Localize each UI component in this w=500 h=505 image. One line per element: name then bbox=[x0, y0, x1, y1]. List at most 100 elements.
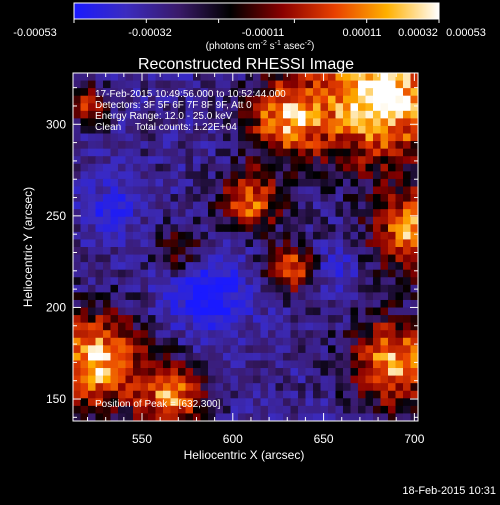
heatmap-cell bbox=[80, 413, 89, 421]
heatmap-cell bbox=[185, 224, 194, 233]
heatmap-cell bbox=[103, 330, 112, 339]
heatmap-cell bbox=[148, 73, 157, 82]
heatmap-cell bbox=[358, 269, 367, 278]
heatmap-cell bbox=[320, 398, 329, 407]
heatmap-cell bbox=[403, 262, 412, 271]
heatmap-cell bbox=[110, 247, 119, 256]
heatmap-cell bbox=[373, 398, 382, 407]
heatmap-cell bbox=[290, 231, 299, 241]
heatmap-cell bbox=[253, 269, 262, 278]
heatmap-cell bbox=[350, 405, 359, 415]
heatmap-cell bbox=[178, 375, 187, 384]
heatmap-cell bbox=[358, 284, 367, 293]
heatmap-cell bbox=[73, 73, 82, 82]
heatmap-cell bbox=[260, 178, 269, 188]
heatmap-cell bbox=[215, 178, 224, 188]
heatmap-cell bbox=[313, 95, 322, 104]
heatmap-cell bbox=[403, 307, 412, 316]
heatmap-cell bbox=[260, 103, 269, 112]
heatmap-cell bbox=[268, 103, 277, 112]
heatmap-cell bbox=[373, 133, 382, 142]
heatmap-cell bbox=[365, 73, 374, 82]
heatmap-cell bbox=[395, 201, 404, 210]
heatmap-cell bbox=[365, 337, 374, 346]
heatmap-cell bbox=[185, 337, 194, 346]
heatmap-cell bbox=[223, 186, 232, 195]
heatmap-cell bbox=[373, 345, 382, 354]
heatmap-cell bbox=[200, 254, 209, 263]
heatmap-cell bbox=[118, 398, 127, 407]
heatmap-cell bbox=[215, 405, 224, 415]
heatmap-cell bbox=[193, 269, 202, 278]
heatmap-cell bbox=[163, 307, 172, 316]
heatmap-cell bbox=[155, 247, 164, 256]
heatmap-cell bbox=[118, 95, 127, 104]
heatmap-cell bbox=[328, 375, 337, 384]
heatmap-cell bbox=[163, 171, 172, 180]
heatmap-cell bbox=[73, 330, 82, 339]
heatmap-cell bbox=[230, 171, 239, 180]
heatmap-cell bbox=[380, 330, 389, 339]
heatmap-cell bbox=[350, 231, 359, 241]
heatmap-cell bbox=[170, 345, 179, 354]
heatmap-cell bbox=[275, 209, 284, 218]
heatmap-cell bbox=[410, 254, 418, 263]
heatmap-cell bbox=[208, 103, 217, 112]
heatmap-cell bbox=[110, 330, 119, 339]
heatmap-cell bbox=[328, 269, 337, 278]
heatmap-cell bbox=[118, 292, 127, 301]
heatmap-cell bbox=[328, 360, 337, 369]
heatmap-cell bbox=[230, 216, 239, 225]
heatmap-cell bbox=[373, 352, 382, 362]
heatmap-cell bbox=[170, 247, 179, 256]
heatmap-cell bbox=[290, 156, 299, 165]
heatmap-cell bbox=[223, 201, 232, 210]
heatmap-cell bbox=[215, 398, 224, 407]
heatmap-cell bbox=[73, 299, 82, 309]
heatmap-cell bbox=[200, 156, 209, 165]
heatmap-cell bbox=[253, 322, 262, 331]
heatmap-cell bbox=[200, 375, 209, 384]
heatmap-cell bbox=[373, 209, 382, 218]
heatmap-cell bbox=[283, 345, 292, 354]
heatmap-cell bbox=[155, 163, 164, 172]
heatmap-cell bbox=[103, 110, 112, 119]
heatmap-cell bbox=[148, 284, 157, 293]
heatmap-cell bbox=[268, 171, 277, 180]
heatmap-cell bbox=[133, 398, 142, 407]
heatmap-cell bbox=[133, 163, 142, 172]
heatmap-cell bbox=[290, 118, 299, 127]
heatmap-cell bbox=[80, 352, 89, 362]
heatmap-cell bbox=[358, 398, 367, 407]
unit-part-3: -1 bbox=[275, 40, 281, 47]
heatmap-cell bbox=[155, 269, 164, 278]
heatmap-cell bbox=[193, 299, 202, 309]
heatmap-cell bbox=[328, 103, 337, 112]
heatmap-cell bbox=[155, 390, 164, 399]
heatmap-cell bbox=[290, 224, 299, 233]
heatmap-cell bbox=[320, 216, 329, 225]
heatmap-cell bbox=[155, 307, 164, 316]
heatmap-cell bbox=[350, 125, 359, 135]
heatmap-cell bbox=[253, 405, 262, 415]
heatmap-cell bbox=[365, 292, 374, 301]
heatmap-cell bbox=[155, 299, 164, 309]
heatmap-cell bbox=[365, 231, 374, 241]
heatmap-cell bbox=[358, 231, 367, 241]
heatmap-cell bbox=[133, 110, 142, 119]
heatmap-cell bbox=[275, 88, 284, 97]
heatmap-cell bbox=[343, 163, 352, 172]
heatmap-cell bbox=[283, 103, 292, 112]
heatmap-cell bbox=[320, 269, 329, 278]
heatmap-cell bbox=[410, 375, 418, 384]
heatmap-cell bbox=[200, 322, 209, 331]
heatmap-cell bbox=[73, 307, 82, 316]
heatmap-cell bbox=[313, 262, 322, 271]
heatmap-cell bbox=[103, 125, 112, 135]
heatmap-cell bbox=[110, 315, 119, 324]
heatmap-cell bbox=[260, 156, 269, 165]
heatmap-cell bbox=[170, 201, 179, 210]
heatmap-cell bbox=[230, 88, 239, 97]
unit-part-5: -2 bbox=[305, 40, 311, 47]
